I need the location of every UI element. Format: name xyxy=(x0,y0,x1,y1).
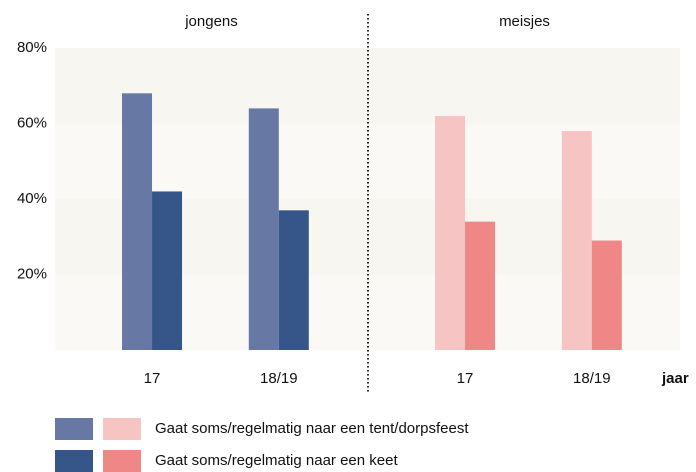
panel-title: meisjes xyxy=(499,13,550,30)
y-tick-label: 40% xyxy=(17,190,47,207)
legend-swatch xyxy=(103,450,141,472)
bar xyxy=(591,240,622,350)
bar xyxy=(152,191,183,350)
y-tick-label: 60% xyxy=(17,114,47,131)
bar xyxy=(248,108,279,351)
panel-title: jongens xyxy=(184,13,238,30)
legend-swatch xyxy=(55,418,93,440)
bar xyxy=(122,93,153,351)
legend-swatch xyxy=(55,450,93,472)
x-axis-label: jaar xyxy=(661,370,689,387)
legend-label: Gaat soms/regelmatig naar een keet xyxy=(155,452,398,469)
x-tick-label: 18/19 xyxy=(260,370,298,387)
y-tick-label: 80% xyxy=(17,39,47,56)
x-tick-label: 17 xyxy=(144,370,161,387)
x-tick-label: 17 xyxy=(457,370,474,387)
bar xyxy=(465,221,496,350)
y-tick-label: 20% xyxy=(17,265,47,282)
bar xyxy=(435,115,466,350)
bar xyxy=(561,131,592,350)
legend-label: Gaat soms/regelmatig naar een tent/dorps… xyxy=(155,420,469,437)
legend-swatch xyxy=(103,418,141,440)
x-tick-label: 18/19 xyxy=(573,370,611,387)
bar xyxy=(278,210,309,350)
